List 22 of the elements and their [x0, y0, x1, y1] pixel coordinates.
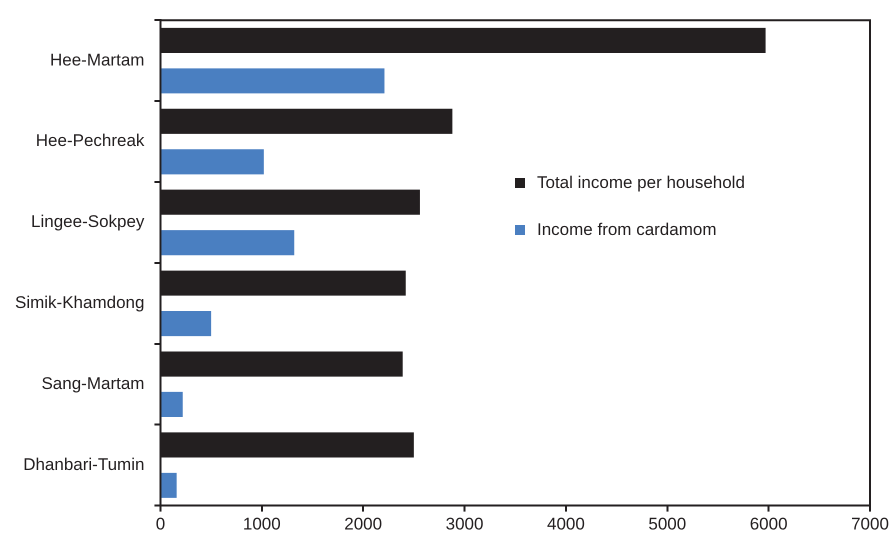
x-tick-label: 1000 — [242, 514, 281, 534]
bar — [161, 149, 264, 174]
y-tick-label: Lingee-Sokpey — [31, 212, 145, 232]
x-tick-label: 5000 — [648, 514, 686, 534]
y-tick-label: Dhanbari-Tumin — [23, 454, 144, 474]
y-tick-label: Hee-Pechreak — [36, 131, 145, 150]
y-tick-label: Hee-Martam — [50, 50, 144, 70]
bar — [161, 230, 294, 256]
x-tick-label: 7000 — [851, 514, 889, 534]
x-tick-label: 0 — [156, 514, 166, 534]
bar — [161, 472, 177, 498]
x-tick-label: 4000 — [546, 514, 585, 534]
y-tick-label: Sang-Martam — [41, 374, 144, 393]
bar — [161, 392, 183, 418]
x-tick-label: 3000 — [446, 514, 484, 534]
x-tick-label: 6000 — [750, 514, 788, 534]
legend-label: Income from cardamom — [537, 220, 716, 240]
bar — [161, 311, 212, 336]
y-tick-label: Simik-Khamdong — [14, 293, 144, 312]
bar — [161, 68, 384, 94]
x-tick-label: 2000 — [344, 514, 382, 534]
legend-label: Total income per household — [537, 173, 745, 193]
